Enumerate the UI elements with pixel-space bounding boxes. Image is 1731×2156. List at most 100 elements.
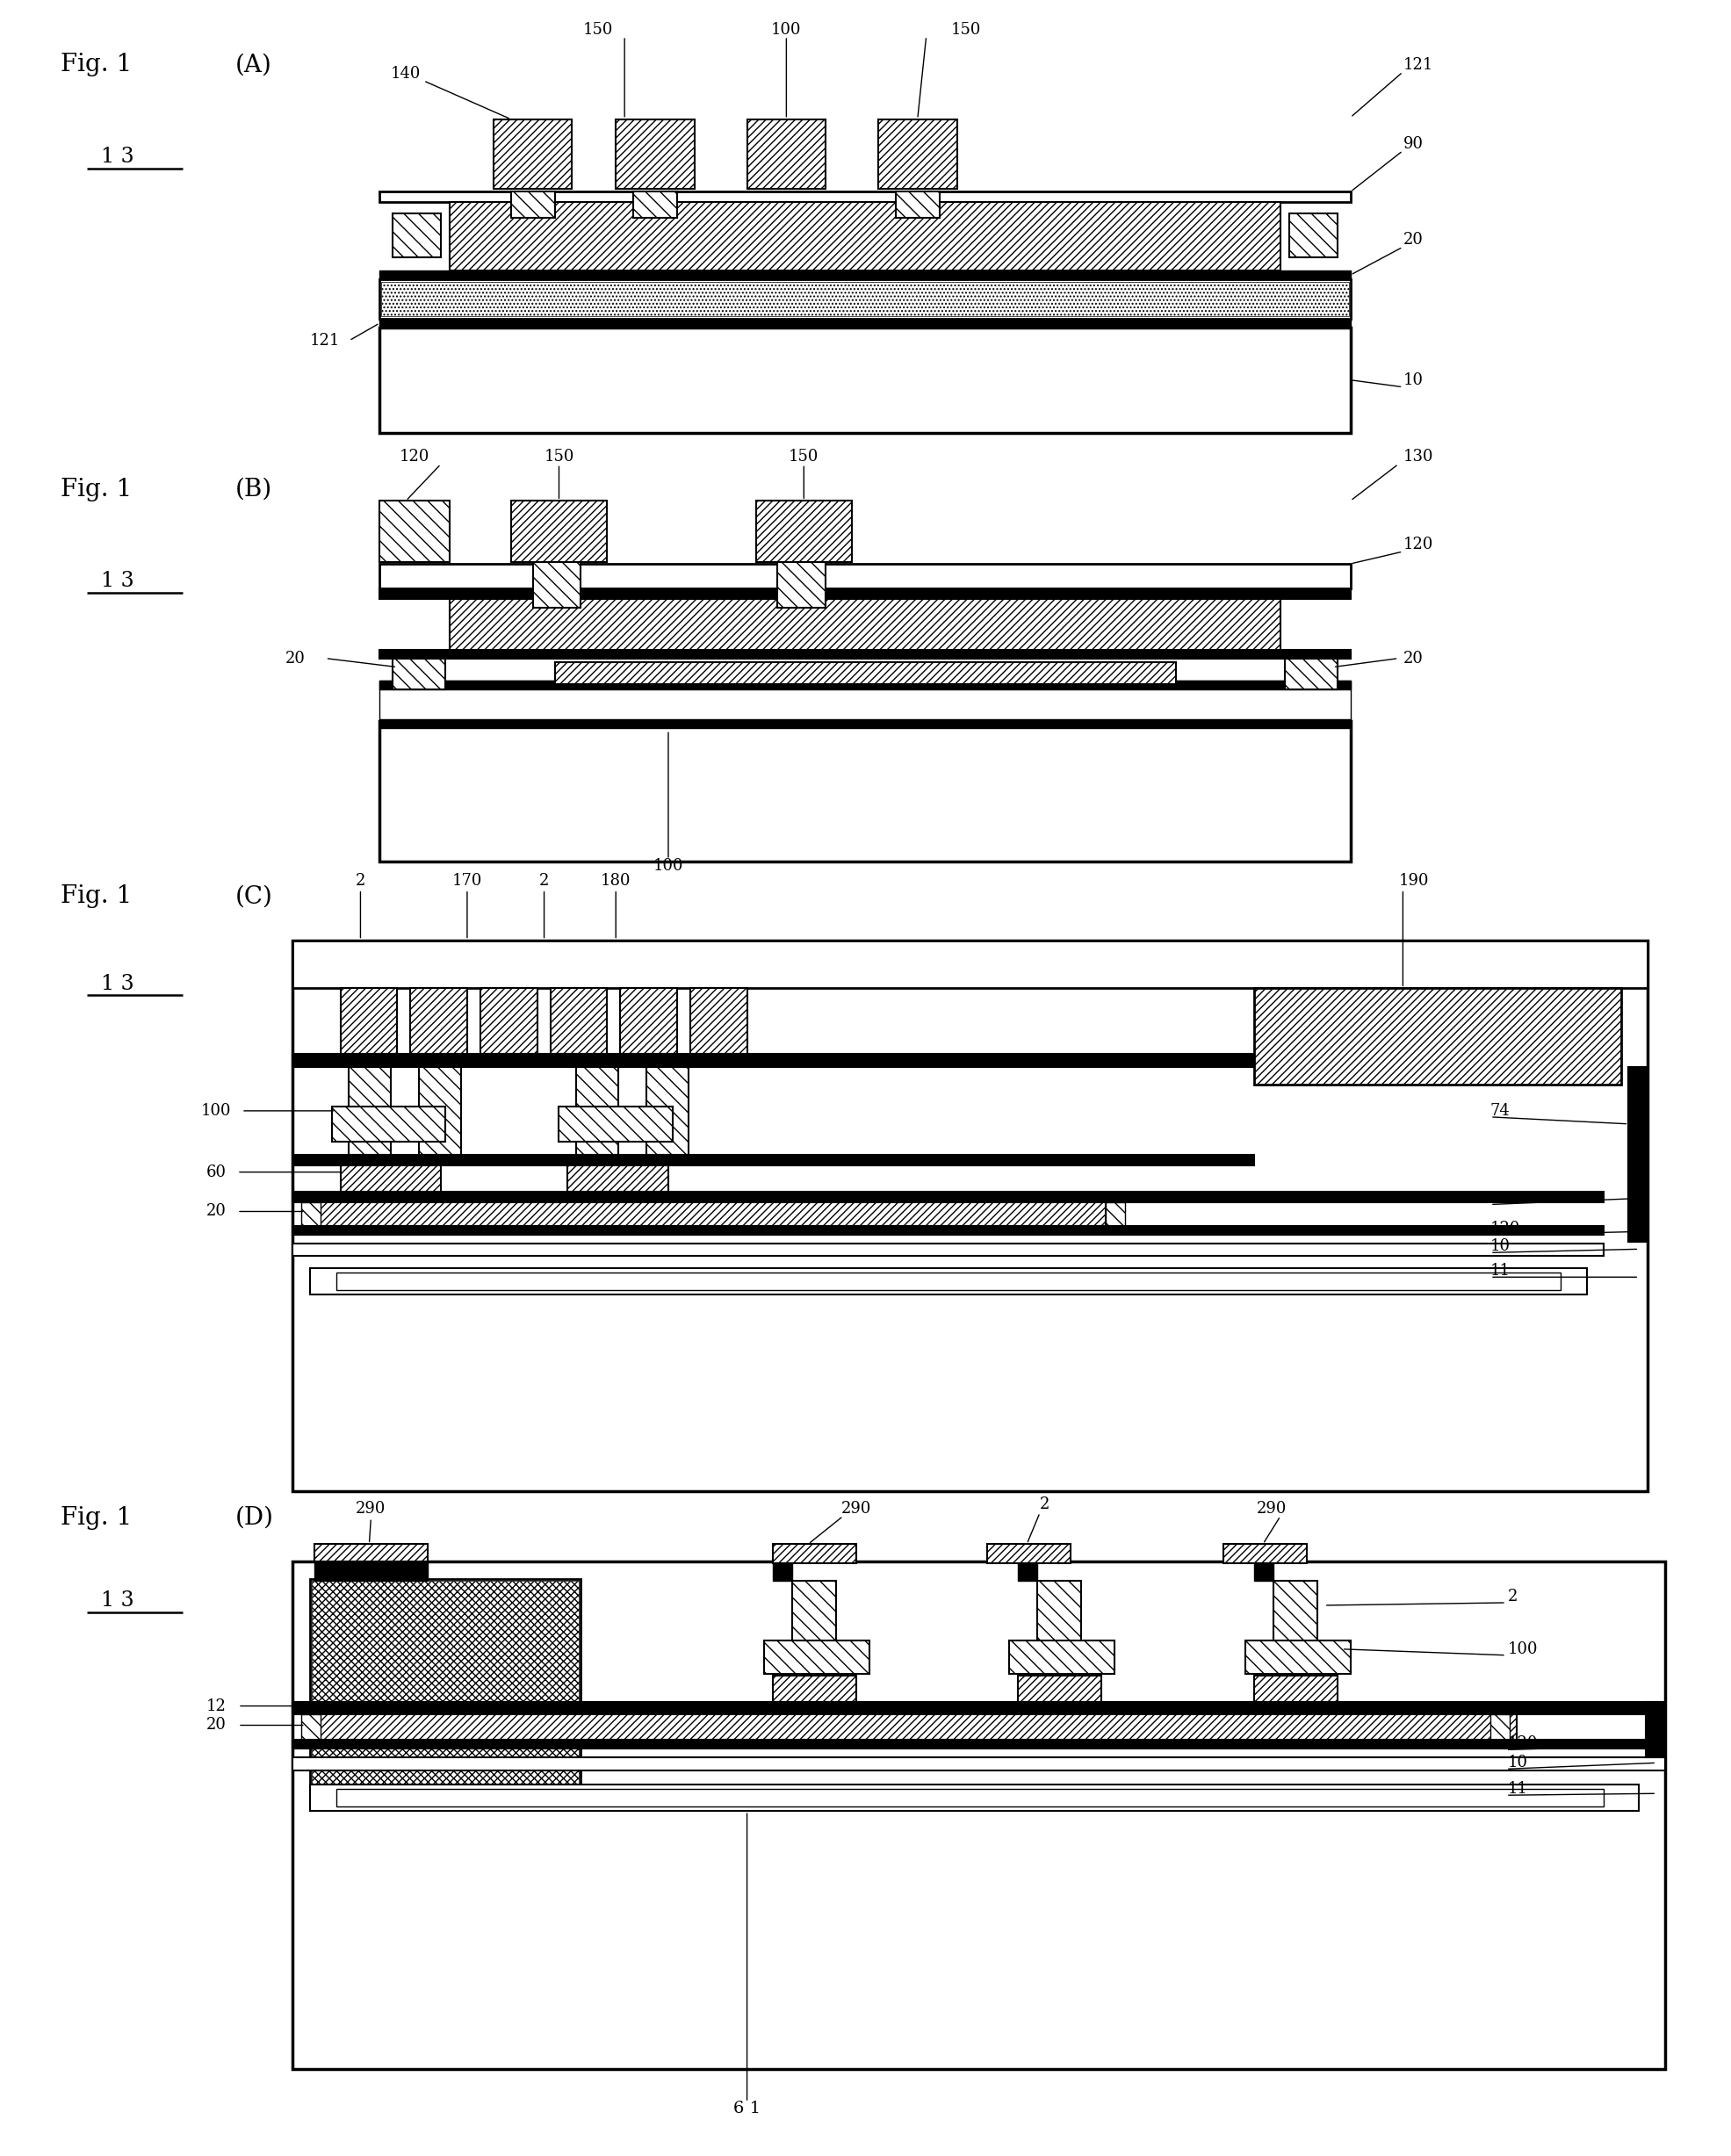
Text: 6 1: 6 1: [734, 2100, 760, 2117]
Bar: [479, 987, 537, 1054]
Text: 290: 290: [841, 1501, 871, 1518]
Text: 290: 290: [357, 1501, 386, 1518]
Bar: [301, 1201, 320, 1227]
Bar: [319, 1201, 1106, 1227]
Text: 2: 2: [355, 873, 365, 888]
Bar: [987, 1544, 1070, 1563]
Bar: [310, 1578, 582, 1789]
Bar: [774, 1561, 793, 1580]
Text: 74: 74: [1490, 1104, 1511, 1119]
Bar: [419, 1067, 460, 1156]
Bar: [310, 1268, 1587, 1294]
Text: 1 3: 1 3: [100, 147, 133, 166]
Bar: [293, 1054, 1255, 1067]
Text: 20: 20: [1402, 233, 1423, 248]
Text: 290: 290: [1257, 1501, 1286, 1518]
Text: 121: 121: [310, 332, 341, 349]
Text: 90: 90: [1402, 136, 1423, 151]
Bar: [559, 1106, 673, 1141]
Text: 121: 121: [1402, 56, 1433, 73]
Bar: [1255, 1675, 1338, 1701]
Bar: [312, 1580, 580, 1787]
Bar: [1255, 987, 1622, 1084]
Text: 12: 12: [206, 1699, 227, 1714]
Bar: [1255, 1561, 1274, 1580]
Bar: [793, 1580, 836, 1677]
Bar: [332, 1106, 445, 1141]
Bar: [379, 589, 1350, 599]
Bar: [878, 119, 957, 190]
Bar: [616, 119, 694, 190]
Text: 20: 20: [1402, 651, 1423, 666]
Text: 1 3: 1 3: [100, 1591, 133, 1611]
Text: 11: 11: [1490, 1263, 1511, 1279]
Text: (B): (B): [235, 479, 272, 500]
Bar: [554, 662, 1175, 683]
Bar: [511, 192, 554, 218]
Bar: [646, 1067, 689, 1156]
Text: Fig. 1: Fig. 1: [61, 884, 132, 908]
Bar: [379, 272, 1350, 280]
Bar: [293, 1156, 1255, 1164]
Bar: [1009, 1641, 1115, 1673]
Text: 120: 120: [400, 448, 429, 466]
Bar: [379, 280, 1350, 319]
Bar: [293, 1561, 1665, 2070]
Bar: [293, 940, 1648, 1492]
Bar: [393, 655, 445, 690]
Bar: [895, 192, 940, 218]
Bar: [319, 1714, 1516, 1740]
Bar: [379, 679, 1350, 720]
Bar: [550, 987, 608, 1054]
Text: 190: 190: [1399, 873, 1428, 888]
Bar: [1629, 1067, 1648, 1242]
Bar: [576, 1067, 618, 1156]
Text: 2: 2: [538, 873, 549, 888]
Text: 180: 180: [601, 873, 632, 888]
Text: 20: 20: [286, 651, 305, 666]
Text: 20: 20: [206, 1203, 227, 1220]
Bar: [450, 203, 1281, 272]
Text: 100: 100: [772, 22, 801, 39]
Bar: [350, 1067, 391, 1156]
Text: 130: 130: [1402, 448, 1433, 466]
Bar: [293, 1740, 1665, 1749]
Bar: [313, 1561, 428, 1580]
Bar: [341, 1164, 441, 1192]
Bar: [379, 722, 1350, 862]
Bar: [293, 1227, 1605, 1235]
Text: 60: 60: [206, 1164, 227, 1179]
Text: 11: 11: [1508, 1781, 1528, 1796]
Text: 120: 120: [1402, 537, 1433, 552]
Bar: [1284, 655, 1338, 690]
Text: 140: 140: [391, 67, 421, 82]
Text: 12: 12: [1490, 1190, 1511, 1205]
Text: 120: 120: [1490, 1220, 1520, 1238]
Bar: [310, 1785, 1639, 1811]
Bar: [293, 940, 1648, 987]
Bar: [1037, 1580, 1082, 1677]
Bar: [336, 1272, 1560, 1289]
Bar: [620, 987, 677, 1054]
Text: (C): (C): [235, 884, 273, 908]
Bar: [379, 328, 1350, 433]
Bar: [533, 563, 582, 608]
Text: (D): (D): [235, 1505, 273, 1529]
Bar: [1106, 1201, 1125, 1227]
Text: Fig. 1: Fig. 1: [61, 1505, 132, 1529]
Text: 1 3: 1 3: [100, 571, 133, 591]
Bar: [379, 192, 1350, 203]
Text: Fig. 1: Fig. 1: [61, 479, 132, 500]
Bar: [1290, 213, 1338, 257]
Text: (A): (A): [235, 54, 272, 78]
Bar: [379, 649, 1350, 658]
Bar: [774, 1544, 857, 1563]
Text: 150: 150: [544, 448, 575, 466]
Bar: [756, 500, 852, 563]
Text: 10: 10: [1508, 1755, 1528, 1770]
Bar: [748, 119, 826, 190]
Bar: [293, 1701, 1665, 1714]
Bar: [410, 987, 467, 1054]
Bar: [1274, 1580, 1317, 1677]
Bar: [379, 565, 1350, 589]
